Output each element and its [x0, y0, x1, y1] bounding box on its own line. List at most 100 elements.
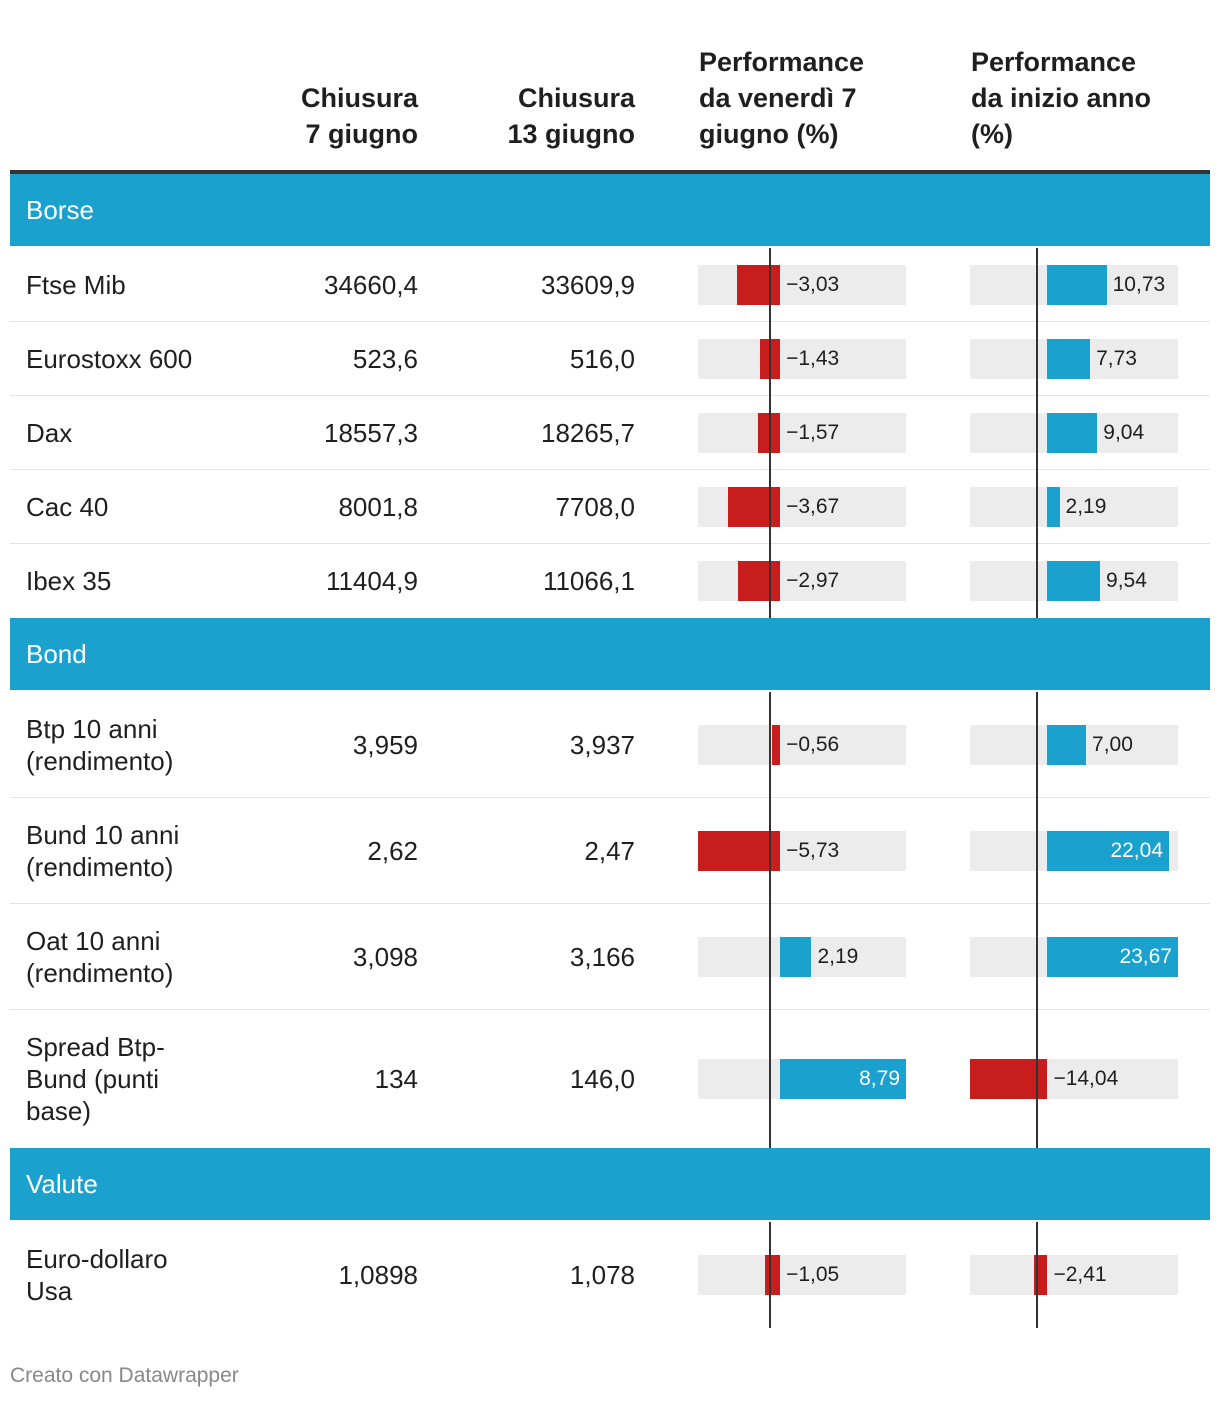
perf_week-bar-track: −2,97 [698, 561, 906, 601]
close-7-june-value: 8001,8 [338, 491, 418, 522]
perf_ytd-zero-axis [1036, 904, 1039, 1010]
perf_week-bar-track: −3,67 [698, 486, 906, 527]
perf_week-zero-axis [769, 544, 772, 618]
header-perf-week: Performance da venerdì 7 giugno (%) [699, 47, 865, 149]
row-label: Eurostoxx 600 [26, 343, 193, 374]
perf_ytd-zero-axis [1036, 248, 1039, 322]
perf_ytd-value-label: 2,19 [1065, 494, 1107, 518]
perf_ytd-zero-axis [1036, 396, 1039, 470]
header-close-13-june: Chiusura 13 giugno [507, 83, 636, 149]
row-label: Cac 40 [26, 491, 109, 522]
row-label: Ibex 35 [26, 566, 112, 596]
perf_week-zero-axis [769, 396, 772, 470]
close-7-june-value: 1,0898 [338, 1260, 418, 1290]
perf_ytd-value-label: 9,54 [1106, 569, 1147, 592]
perf_ytd-value-label: −2,41 [1053, 1263, 1107, 1286]
perf_week-bar-track: −0,56 [698, 724, 906, 765]
perf_ytd-bar-track: 7,00 [970, 724, 1178, 765]
perf_week-bar-track: −1,57 [698, 412, 906, 453]
perf_week-zero-axis [769, 1010, 772, 1148]
perf_ytd-bar [1047, 264, 1107, 305]
footer-credit: Creato con Datawrapper [10, 1364, 239, 1387]
table-row: Eurostoxx 600 523,6 516,0 −1,43 7,73 [10, 322, 1210, 396]
row-label: Ftse Mib [26, 269, 126, 300]
perf_ytd-bar-track: 22,04 [970, 830, 1178, 871]
perf_week-zero-axis [769, 1222, 772, 1328]
perf_ytd-zero-axis [1036, 692, 1039, 798]
perf_week-zero-axis [769, 692, 772, 798]
perf_ytd-value-label: 7,00 [1092, 732, 1133, 756]
close-13-june-value: 18265,7 [541, 417, 635, 448]
perf_week-value-label: 8,79 [859, 1067, 900, 1090]
perf_week-value-label: −1,05 [786, 1263, 840, 1286]
perf_week-bar-track: 8,79 [698, 1059, 906, 1099]
row-label: Spread Btp- Bund (punti base) [26, 1032, 165, 1126]
perf_ytd-bar-track: −14,04 [970, 1059, 1178, 1099]
perf_week-value-label: −1,57 [786, 420, 840, 444]
perf_week-zero-axis [769, 904, 772, 1010]
perf_week-bar [736, 264, 781, 305]
perf_week-bar [765, 1255, 781, 1295]
perf_week-zero-axis [769, 470, 772, 544]
table-row: Bund 10 anni (rendimento) 2,62 2,47 −5,73 22,… [10, 798, 1210, 904]
perf_week-bar [780, 936, 812, 977]
perf_ytd-bar-track: 9,04 [970, 412, 1178, 453]
perf_ytd-zero-axis [1036, 1010, 1039, 1148]
perf_ytd-bar [1047, 936, 1178, 977]
perf_ytd-bar [1047, 561, 1101, 601]
perf_ytd-value-label: 10,73 [1112, 272, 1166, 296]
perf_ytd-bar-track: 7,73 [970, 338, 1178, 379]
perf_week-value-label: −1,43 [786, 346, 840, 370]
close-13-june-value: 1,078 [569, 1260, 635, 1290]
row-label: Oat 10 anni (rendimento) [26, 925, 174, 988]
perf_ytd-zero-axis [1036, 798, 1039, 904]
perf_week-bar [737, 561, 781, 601]
table-row: Btp 10 anni (rendimento) 3,959 3,937 −0,56 7,… [10, 692, 1210, 798]
close-7-june-value: 34660,4 [324, 269, 418, 300]
perf_ytd-zero-axis [1036, 322, 1039, 396]
close-13-june-value: 146,0 [569, 1064, 635, 1094]
perf_week-value-label: 2,19 [817, 944, 859, 968]
row-label: Btp 10 anni (rendimento) [26, 713, 174, 776]
close-7-june-value: 523,6 [352, 343, 418, 374]
perf_ytd-zero-axis [1036, 544, 1039, 618]
table-row: Cac 40 8001,8 7708,0 −3,67 2,19 [10, 470, 1210, 544]
perf_week-bar [780, 1059, 906, 1099]
perf_ytd-bar-track: 2,19 [970, 486, 1178, 527]
row-label: Dax [26, 417, 73, 448]
header-close-7-june: Chiusura 7 giugno [300, 83, 418, 149]
table-row: Dax 18557,3 18265,7 −1,57 9,04 [10, 396, 1210, 470]
perf_ytd-value-label: 23,67 [1119, 944, 1172, 968]
close-7-june-value: 3,959 [352, 729, 418, 760]
perf_week-bar-track: 2,19 [698, 936, 906, 977]
close-7-june-value: 2,62 [367, 835, 418, 866]
perf_ytd-value-label: 7,73 [1096, 346, 1137, 370]
perf_ytd-value-label: 9,04 [1103, 420, 1145, 444]
perf_week-bar [698, 830, 781, 871]
close-13-june-value: 7708,0 [555, 491, 635, 522]
close-13-june-value: 33609,9 [541, 269, 635, 300]
row-label: Bund 10 anni (rendimento) [26, 819, 180, 882]
perf_week-zero-axis [769, 798, 772, 904]
header-perf-ytd: Performance da inizio anno (%) [971, 47, 1151, 149]
close-7-june-value: 11404,9 [325, 566, 418, 596]
table-row: Ibex 35 11404,9 11066,1 −2,97 9,54 [10, 544, 1210, 618]
close-7-june-value: 134 [374, 1064, 418, 1094]
perf_ytd-bar-track: −2,41 [970, 1255, 1178, 1295]
close-13-june-value: 3,166 [569, 941, 635, 972]
group-header-valute: Valute [10, 1148, 1210, 1220]
row-label: Euro-dollaro Usa [26, 1244, 168, 1306]
group-header-bond: Bond [10, 618, 1210, 690]
perf_ytd-value-label: 22,04 [1110, 838, 1164, 862]
perf_ytd-bar-track: 10,73 [970, 264, 1178, 305]
perf_week-value-label: −2,97 [786, 569, 840, 592]
perf_week-zero-axis [769, 248, 772, 322]
table-row: Euro-dollaro Usa 1,0898 1,078 −1,05 −2,41 [10, 1222, 1210, 1328]
perf_ytd-bar-track: 9,54 [970, 561, 1178, 601]
perf_ytd-bar [1047, 830, 1169, 871]
table-header: Chiusura 7 giugno Chiusura 13 giugno Per… [10, 0, 1210, 174]
table-row: Ftse Mib 34660,4 33609,9 −3,03 10,73 [10, 248, 1210, 322]
perf_ytd-value-label: −14,04 [1053, 1067, 1119, 1090]
table-row: Spread Btp- Bund (punti base) 134 146,0 8,79 −… [10, 1010, 1210, 1148]
perf_ytd-bar-track: 23,67 [970, 936, 1178, 977]
